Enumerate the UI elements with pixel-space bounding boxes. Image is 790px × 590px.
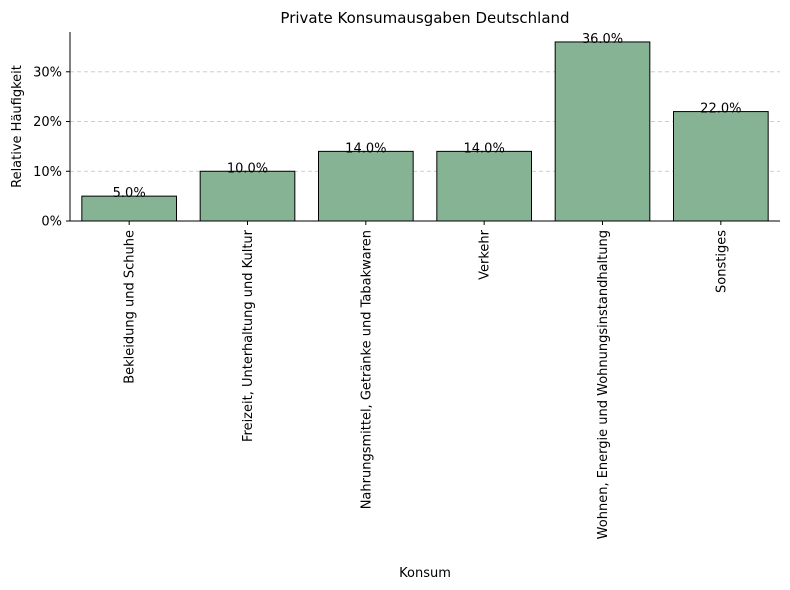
x-tick-label-1: Freizeit, Unterhaltung und Kultur: [241, 229, 256, 442]
bar-3: [436, 150, 533, 222]
data-label-0: 5.0%: [113, 186, 146, 201]
x-tick-label-2: Nahrungsmittel, Getränke und Tabakwaren: [359, 230, 374, 509]
data-label-3: 14.0%: [464, 141, 505, 156]
y-tick-label-2: 20%: [33, 115, 62, 130]
data-label-1: 10.0%: [227, 161, 268, 176]
data-label-5: 22.0%: [700, 102, 741, 117]
x-tick-label-3: Verkehr: [478, 229, 493, 280]
bar-5: [673, 111, 769, 222]
x-axis-label: Konsum: [399, 566, 451, 581]
grid-lines: [70, 71, 780, 172]
x-tick-label-4: Wohnen, Energie und Wohnungsinstandhaltu…: [596, 230, 611, 539]
x-tick-label-0: Bekleidung und Schuhe: [123, 230, 138, 384]
axes: [69, 32, 780, 222]
y-tick-label-3: 30%: [33, 65, 62, 80]
x-tick-label-5: Sonstiges: [714, 230, 729, 293]
bars: [81, 41, 769, 222]
bar-2: [318, 150, 414, 222]
y-tick-label-0: 0%: [41, 215, 62, 230]
bar-4: [554, 41, 651, 222]
data-labels: 5.0% 10.0% 14.0% 14.0% 36.0% 22.0%: [113, 32, 742, 201]
data-label-4: 36.0%: [582, 32, 623, 47]
y-tick-label-1: 10%: [33, 165, 62, 180]
y-ticks: 0% 10% 20% 30%: [33, 65, 70, 230]
y-axis-label: Relative Häufigkeit: [10, 65, 25, 188]
chart-title: Private Konsumausgaben Deutschland: [280, 9, 569, 27]
bar-1: [199, 170, 296, 222]
data-label-2: 14.0%: [345, 141, 386, 156]
x-ticks: Bekleidung und Schuhe Freizeit, Unterhalt…: [123, 221, 729, 539]
